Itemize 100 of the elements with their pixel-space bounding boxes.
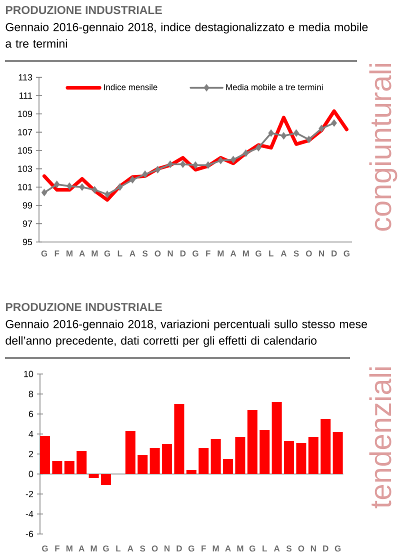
x-tick-label: M xyxy=(66,250,72,256)
point xyxy=(154,166,161,174)
point xyxy=(66,182,72,190)
y-tick-label: -2 xyxy=(26,490,34,498)
y-tick-label: 101 xyxy=(18,184,32,190)
point xyxy=(243,149,249,157)
point xyxy=(104,190,110,198)
point xyxy=(130,176,136,184)
legend-label: Media mobile a tre termini xyxy=(226,84,323,90)
bar xyxy=(198,448,209,474)
bar xyxy=(272,402,282,474)
x-tick-label: G xyxy=(249,546,256,552)
x-tick-label: O xyxy=(152,546,158,552)
bar xyxy=(64,460,74,474)
point xyxy=(230,156,236,164)
x-tick-label: G xyxy=(188,546,194,552)
point xyxy=(205,161,211,169)
y-tick-label: 0 xyxy=(28,470,34,478)
chart-subtitle: Gennaio 2016-gennaio 2018, indice destagionalizzato e media mobile a tre termini xyxy=(6,22,368,48)
bar xyxy=(210,438,221,474)
bar xyxy=(247,410,258,474)
point xyxy=(318,124,324,132)
x-tick-label: G xyxy=(41,250,48,257)
point xyxy=(117,183,123,191)
legend-label: Indice mensile xyxy=(104,84,158,90)
y-tick-label: 107 xyxy=(18,129,32,136)
y-tick-label: 95 xyxy=(22,238,32,246)
y-tick-label: 10 xyxy=(24,370,34,378)
y-tick-label: 111 xyxy=(19,92,32,99)
x-tick-label: M xyxy=(218,250,224,256)
x-tick-label: A xyxy=(274,546,280,552)
x-tick-label: O xyxy=(298,546,304,552)
x-tick-label: A xyxy=(78,546,84,552)
point xyxy=(41,188,48,196)
y-tick-label: 2 xyxy=(28,450,34,458)
bar xyxy=(174,404,184,474)
x-tick-label: D xyxy=(332,250,337,256)
point xyxy=(293,129,300,137)
chart-title: PRODUZIONE INDUSTRIALE xyxy=(6,6,162,14)
bar xyxy=(186,470,196,474)
x-tick-label: D xyxy=(176,546,182,552)
x-tick-label: D xyxy=(180,250,186,256)
x-tick-label: A xyxy=(128,546,134,552)
x-tick-label: N xyxy=(310,546,316,552)
bar xyxy=(162,444,172,474)
x-tick-label: S xyxy=(142,250,148,257)
y-tick-label: 99 xyxy=(22,202,32,209)
x-tick-label: N xyxy=(168,250,173,256)
x-tick-label: G xyxy=(334,546,341,552)
bar xyxy=(296,442,306,474)
x-tick-label: D xyxy=(323,546,328,552)
x-tick-label: N xyxy=(319,250,324,256)
x-tick-label: M xyxy=(66,546,72,552)
chart-subtitle: Gennaio 2016-gennaio 2018, variazioni percentuali sullo stesso mese dell’anno precedente, dati corretti per gli effetti di calendario xyxy=(6,320,368,348)
bar xyxy=(101,474,112,485)
point xyxy=(180,160,186,168)
bar xyxy=(125,431,136,474)
x-tick-label: G xyxy=(192,250,198,257)
y-tick-label: -4 xyxy=(26,510,34,518)
bar xyxy=(260,430,270,474)
x-tick-label: M xyxy=(242,250,249,256)
x-tick-label: A xyxy=(79,250,85,256)
x-tick-label: F xyxy=(202,546,206,552)
x-tick-label: G xyxy=(42,546,48,552)
x-tick-label: M xyxy=(237,546,244,552)
bar xyxy=(308,437,318,474)
point xyxy=(280,132,287,140)
x-tick-label: G xyxy=(103,546,109,552)
x-tick-label: S xyxy=(286,546,292,552)
point xyxy=(167,160,174,168)
y-tick-label: 113 xyxy=(18,74,32,80)
x-tick-label: S xyxy=(294,250,299,257)
y-tick-label: 103 xyxy=(18,166,32,172)
point xyxy=(256,144,262,152)
bar xyxy=(223,459,234,474)
y-tick-label: 105 xyxy=(18,147,32,154)
x-tick-label: M xyxy=(92,250,98,256)
bar xyxy=(88,474,99,478)
x-tick-label: L xyxy=(262,546,267,552)
text: tendenziali xyxy=(369,367,392,508)
chart-title: PRODUZIONE INDUSTRIALE xyxy=(6,302,162,312)
x-tick-label: O xyxy=(154,250,161,257)
x-tick-label: F xyxy=(54,250,60,256)
text: congiunturali xyxy=(369,64,398,231)
x-tick-label: A xyxy=(130,250,136,256)
point xyxy=(54,180,60,188)
x-tick-label: A xyxy=(280,250,287,256)
x-tick-label: G xyxy=(104,250,110,257)
point xyxy=(268,129,274,137)
point xyxy=(79,183,85,191)
x-tick-label: A xyxy=(230,250,236,256)
bar xyxy=(235,437,246,474)
x-tick-label: M xyxy=(90,546,97,552)
y-tick-label: 109 xyxy=(18,110,32,118)
bar xyxy=(40,436,50,474)
y-tick-label: 4 xyxy=(28,430,34,438)
bar xyxy=(284,440,294,474)
x-tick-label: A xyxy=(225,546,231,552)
x-tick-label: L xyxy=(118,250,122,256)
x-tick-label: M xyxy=(212,546,219,552)
